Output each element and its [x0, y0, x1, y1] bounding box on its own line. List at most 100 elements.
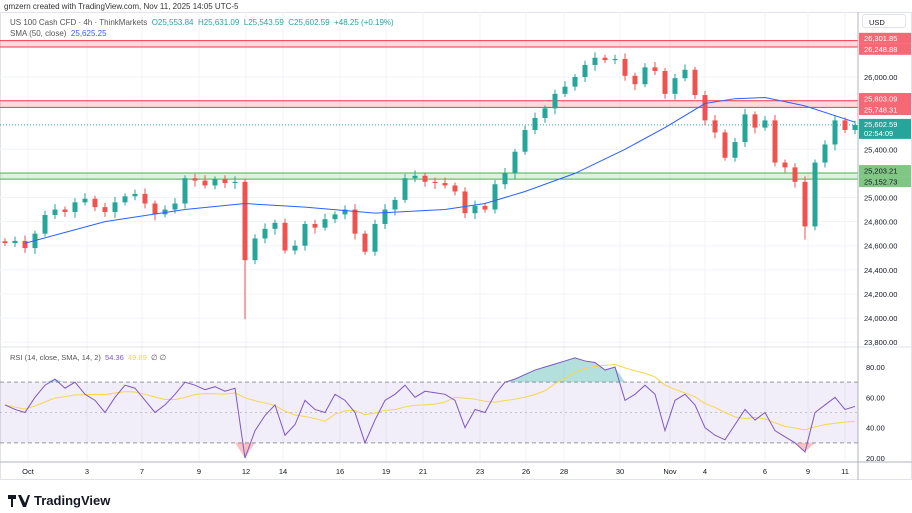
candle-body	[802, 181, 808, 227]
x-tick-label: 21	[419, 467, 427, 476]
candle-body	[662, 70, 668, 94]
price-tick-label: 25,000.00	[864, 194, 897, 203]
candle-body	[232, 181, 238, 184]
candle-body	[712, 120, 718, 133]
chart-credit: gmzern created with TradingView.com, Nov…	[4, 2, 239, 11]
candle-body	[432, 181, 438, 184]
x-tick-label: 11	[841, 467, 849, 476]
candle-body	[722, 132, 728, 158]
x-tick-label: 19	[382, 467, 390, 476]
candle-body	[492, 184, 498, 210]
x-tick-label: 9	[197, 467, 201, 476]
candle-body	[772, 120, 778, 163]
candle-body	[342, 209, 348, 215]
price-tag	[859, 176, 911, 188]
rsi-label[interactable]: RSI (14, close, SMA, 14, 2)	[10, 353, 101, 362]
price-tick-label: 24,800.00	[864, 218, 897, 227]
x-tick-label: Oct	[22, 467, 35, 476]
candle-body	[822, 144, 828, 163]
candle-body	[582, 64, 588, 77]
price-tag	[859, 104, 911, 116]
x-tick-label: 6	[763, 467, 767, 476]
candle-body	[62, 209, 68, 212]
candle-body	[302, 224, 308, 246]
candle-body	[562, 86, 568, 94]
candle-body	[112, 202, 118, 212]
resistance-zone	[0, 40, 858, 48]
candle-body	[162, 209, 168, 215]
candle-body	[832, 120, 838, 145]
low-value: L25,543.59	[243, 18, 284, 27]
candle-body	[352, 209, 358, 234]
candle-body	[842, 120, 848, 131]
x-tick-label: 14	[279, 467, 287, 476]
candle-body	[212, 179, 218, 186]
last-price-tag	[859, 118, 911, 139]
rsi-legend: RSI (14, close, SMA, 14, 2) 54.36 49.89 …	[10, 353, 166, 362]
candle-body	[792, 167, 798, 182]
price-tag	[859, 165, 911, 177]
currency-button[interactable]: USD	[862, 14, 906, 28]
candle-body	[372, 224, 378, 252]
candle-body	[452, 185, 458, 192]
high-value: H25,631.09	[197, 18, 240, 27]
candle-body	[172, 203, 178, 210]
rsi-ma-value: 49.89	[128, 353, 147, 362]
candle-body	[672, 78, 678, 94]
candle-body	[222, 179, 228, 184]
candle-body	[602, 57, 608, 61]
rsi-value: 54.36	[105, 353, 124, 362]
price-tick-label: 24,000.00	[864, 314, 897, 323]
candle-body	[752, 114, 758, 128]
candle-body	[812, 162, 818, 227]
candle-body	[512, 151, 518, 174]
candle-body	[82, 198, 88, 203]
candle-body	[632, 75, 638, 85]
candle-body	[532, 117, 538, 131]
candle-body	[312, 224, 318, 228]
price-tag	[859, 43, 911, 55]
candle-body	[442, 183, 448, 186]
resistance-zone	[0, 100, 858, 108]
candle-body	[192, 178, 198, 181]
candle-body	[12, 240, 18, 244]
x-tick-label: 12	[242, 467, 250, 476]
symbol-title: US 100 Cash CFD · 4h · ThinkMarkets	[10, 18, 148, 27]
price-tag	[859, 93, 911, 105]
candle-body	[522, 130, 528, 152]
candle-body	[652, 67, 658, 71]
candle-body	[552, 93, 558, 109]
candle-body	[622, 58, 628, 76]
last-price-label: 25,602.59	[864, 120, 897, 129]
candle-body	[732, 142, 738, 158]
candle-body	[282, 222, 288, 251]
price-tick-label: 24,600.00	[864, 242, 897, 251]
sma-label[interactable]: SMA (50, close)	[10, 29, 67, 38]
candle-body	[402, 178, 408, 200]
candle-body	[242, 181, 248, 261]
support-zone	[0, 173, 858, 180]
candle-body	[392, 199, 398, 210]
candle-body	[382, 209, 388, 225]
rsi-tick-label: 80.00	[866, 363, 885, 372]
rsi-oversold-fill	[5, 442, 855, 458]
candle-body	[462, 191, 468, 214]
sma-line	[24, 96, 856, 244]
symbol-legend: US 100 Cash CFD · 4h · ThinkMarkets O25,…	[10, 17, 394, 39]
candle-body	[682, 69, 688, 79]
candle-body	[692, 69, 698, 96]
candle-body	[92, 198, 98, 208]
candle-body	[152, 203, 158, 215]
candle-body	[262, 228, 268, 239]
candle-body	[502, 173, 508, 185]
rsi-extra: ∅ ∅	[150, 353, 167, 362]
candle-body	[642, 67, 648, 85]
candle-body	[702, 95, 708, 121]
sma-value: 25,625.25	[70, 29, 107, 38]
price-tag-label: 25,748.31	[864, 105, 897, 114]
candle-body	[322, 219, 328, 228]
candle-body	[482, 205, 488, 210]
candle-body	[762, 120, 768, 128]
x-tick-label: 26	[522, 467, 530, 476]
